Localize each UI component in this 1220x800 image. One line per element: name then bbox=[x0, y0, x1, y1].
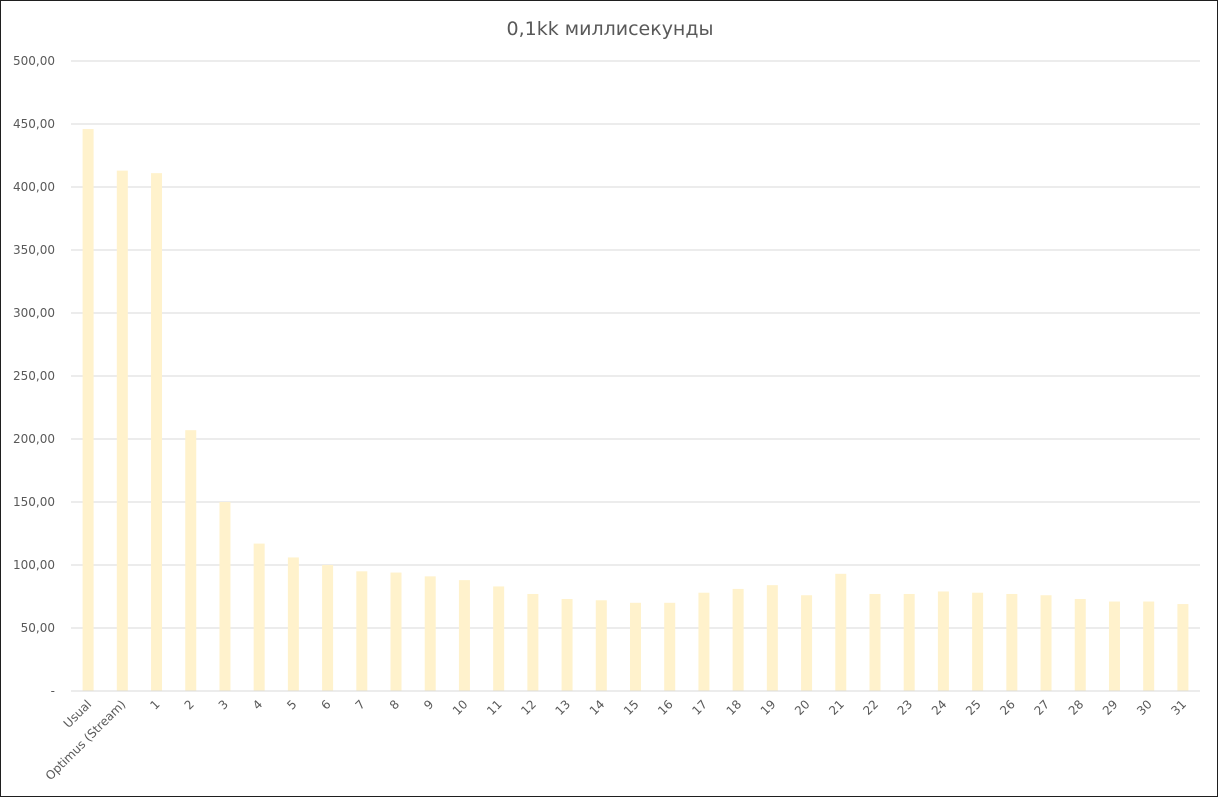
x-tick-label: 1 bbox=[147, 697, 162, 712]
bar bbox=[1108, 601, 1120, 691]
x-tick-label: 18 bbox=[724, 697, 745, 718]
x-tick-label: 19 bbox=[758, 697, 779, 718]
bar bbox=[253, 543, 265, 691]
x-tick-label: 11 bbox=[484, 697, 505, 718]
y-tick-label: 50,00 bbox=[21, 621, 55, 635]
x-tick-label: 24 bbox=[929, 697, 950, 718]
bar bbox=[1143, 601, 1155, 691]
y-tick-label: 500,00 bbox=[13, 54, 55, 68]
y-tick-label: - bbox=[51, 684, 55, 698]
x-tick-label: 23 bbox=[895, 697, 916, 718]
bar bbox=[1177, 604, 1189, 691]
bar bbox=[287, 557, 299, 691]
x-tick-label: 3 bbox=[216, 697, 231, 712]
bar bbox=[1006, 593, 1018, 691]
bar bbox=[1040, 595, 1052, 691]
y-tick-label: 350,00 bbox=[13, 243, 55, 257]
x-tick-label: 30 bbox=[1134, 697, 1155, 718]
bar bbox=[527, 593, 539, 691]
y-tick-label: 250,00 bbox=[13, 369, 55, 383]
y-tick-label: 100,00 bbox=[13, 558, 55, 572]
x-tick-label: 14 bbox=[587, 697, 608, 718]
bar bbox=[835, 573, 847, 691]
x-tick-label: 6 bbox=[318, 697, 333, 712]
x-tick-label: 20 bbox=[792, 697, 813, 718]
bar bbox=[219, 502, 231, 691]
bar bbox=[424, 576, 436, 691]
bar bbox=[937, 591, 949, 691]
chart-title: 0,1kk миллисекунды bbox=[507, 18, 714, 40]
y-tick-label: 200,00 bbox=[13, 432, 55, 446]
bar bbox=[458, 580, 470, 691]
bar bbox=[116, 170, 128, 691]
bar bbox=[766, 585, 778, 691]
x-tick-label: 25 bbox=[963, 697, 984, 718]
bar bbox=[972, 592, 984, 691]
y-tick-label: 150,00 bbox=[13, 495, 55, 509]
x-tick-label: 13 bbox=[552, 697, 573, 718]
x-tick-label: 15 bbox=[621, 697, 642, 718]
x-tick-label: 27 bbox=[1031, 697, 1052, 718]
x-tick-label: 2 bbox=[182, 697, 197, 712]
bar bbox=[356, 571, 368, 691]
gridlines bbox=[71, 60, 1200, 629]
bar bbox=[664, 602, 676, 691]
y-tick-label: 300,00 bbox=[13, 306, 55, 320]
bar bbox=[903, 593, 915, 691]
bar bbox=[732, 588, 744, 691]
x-tick-label: 4 bbox=[250, 697, 265, 712]
bar bbox=[151, 173, 163, 691]
x-tick-label: 5 bbox=[284, 697, 299, 712]
bar bbox=[1074, 599, 1086, 691]
y-tick-label: 400,00 bbox=[13, 180, 55, 194]
bar bbox=[698, 592, 710, 691]
bar bbox=[185, 430, 197, 691]
bar bbox=[630, 602, 641, 691]
bar bbox=[322, 565, 334, 691]
y-axis-tick-labels: - 50,00 100,00 150,00 200,00 250,00 300,00 350,… bbox=[13, 54, 55, 698]
x-tick-label: 21 bbox=[826, 697, 847, 718]
x-tick-label: 12 bbox=[518, 697, 539, 718]
bar bbox=[493, 586, 505, 691]
x-tick-label: 17 bbox=[689, 697, 710, 718]
x-tick-label: 31 bbox=[1168, 697, 1189, 718]
bar bbox=[561, 599, 573, 691]
bar bbox=[801, 595, 813, 691]
bar bbox=[82, 129, 94, 692]
x-tick-label: 29 bbox=[1100, 697, 1121, 718]
x-tick-label: 9 bbox=[421, 697, 436, 712]
x-tick-label: 8 bbox=[387, 697, 402, 712]
bar bbox=[595, 600, 607, 691]
x-tick-label: 10 bbox=[450, 697, 471, 718]
x-tick-label: 16 bbox=[655, 697, 676, 718]
bar bbox=[390, 572, 402, 691]
bars bbox=[82, 129, 1189, 692]
x-tick-label: 26 bbox=[997, 697, 1018, 718]
y-tick-label: 450,00 bbox=[13, 117, 55, 131]
bar bbox=[869, 593, 881, 691]
x-tick-label: 28 bbox=[1066, 697, 1087, 718]
x-tick-label: 7 bbox=[353, 697, 368, 712]
x-tick-label: 22 bbox=[860, 697, 881, 718]
